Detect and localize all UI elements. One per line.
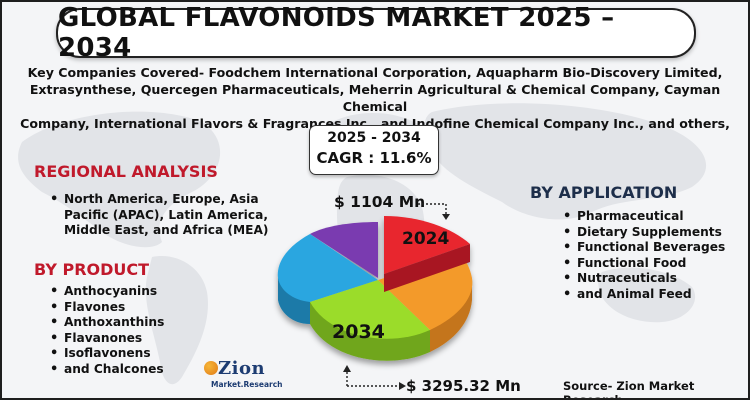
companies-line-2: Extrasynthese, Quercegen Pharmaceuticals… — [29, 82, 721, 114]
list-item: Dietary Supplements — [560, 225, 725, 241]
list-item: Anthocyanins — [47, 284, 164, 300]
list-item: and Chalcones — [47, 362, 164, 378]
pie-slice-blue — [277, 234, 378, 302]
market-pie-chart: 2024 2034 — [277, 216, 473, 361]
companies-line-1: Key Companies Covered- Foodchem Internat… — [27, 65, 723, 80]
page-title: GLOBAL FLAVONOIDS MARKET 2025 – 2034 — [58, 3, 615, 63]
list-item: Flavones — [47, 300, 164, 316]
forecast-years: 2025 - 2034 — [327, 130, 421, 146]
logo-globe-icon — [204, 361, 218, 375]
list-item: and Animal Feed — [560, 287, 725, 303]
logo-subtext: Market.Research — [211, 380, 283, 389]
regional-item-cont: Pacific (APAC), Latin America, — [64, 207, 268, 222]
pie-label-2024: 2024 — [402, 229, 449, 249]
by-application-title: BY APPLICATION — [530, 183, 678, 202]
list-item: Pharmaceutical — [560, 209, 725, 225]
callout-arrow-2024 — [418, 203, 450, 220]
cagr-value: CAGR : 11.6% — [316, 149, 432, 167]
list-item: Anthoxanthins — [47, 315, 164, 331]
pie-slice-green — [310, 280, 430, 339]
list-item: Functional Beverages — [560, 240, 725, 256]
source-credit: Source- Zion Market Research — [563, 379, 695, 400]
regional-item: North America, Europe, Asia — [47, 192, 268, 208]
list-item: Flavanones — [47, 331, 164, 347]
title-banner: GLOBAL FLAVONOIDS MARKET 2025 – 2034 — [56, 3, 696, 63]
cagr-box: 2025 - 2034 CAGR : 11.6% — [309, 125, 439, 175]
value-2024-callout: $ 1104 Mn — [334, 193, 426, 211]
by-product-title: BY PRODUCT — [34, 260, 150, 279]
pie-label-2034: 2034 — [332, 321, 385, 343]
pie-slice-red — [384, 216, 470, 274]
application-list: Pharmaceutical Dietary Supplements Funct… — [560, 209, 725, 303]
zion-logo: Zion Market.Research — [202, 358, 283, 396]
product-list: Anthocyanins Flavones Anthoxanthins Flav… — [47, 284, 164, 378]
pie-depth-red — [384, 244, 470, 292]
regional-list: North America, Europe, Asia Pacific (APA… — [47, 192, 268, 239]
list-item: Functional Food — [560, 256, 725, 272]
list-item: Isoflavonens — [47, 346, 164, 362]
list-item: Nutraceuticals — [560, 271, 725, 287]
logo-text: Zion — [218, 358, 266, 379]
value-2034-callout: $ 3295.32 Mn — [406, 377, 521, 395]
callout-arrow-2034 — [343, 365, 406, 390]
regional-item-cont: Middle East, and Africa (MEA) — [64, 223, 269, 238]
pie-slice-purple — [310, 222, 378, 278]
regional-analysis-title: REGIONAL ANALYSIS — [34, 162, 218, 181]
